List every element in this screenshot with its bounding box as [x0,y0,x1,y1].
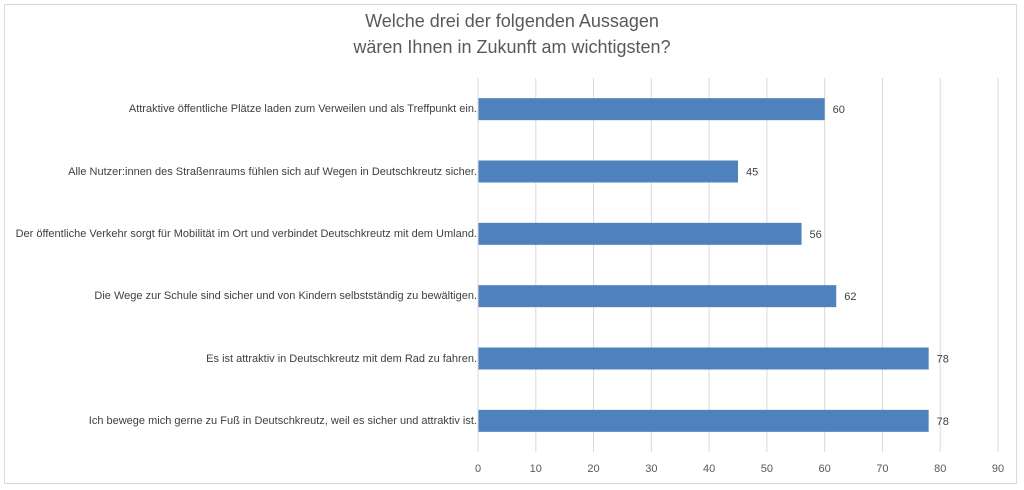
x-tick-label: 30 [645,463,657,475]
x-tick-label: 10 [530,463,542,475]
category-label: Alle Nutzer:innen des Straßenraums fühle… [68,165,477,178]
x-tick-label: 70 [876,463,888,475]
x-tick-label: 60 [819,463,831,475]
x-tick-label: 0 [475,463,481,475]
x-tick-label: 40 [703,463,715,475]
bar [478,347,929,370]
x-tick-label: 90 [992,463,1004,475]
bar [478,160,738,183]
data-label: 78 [937,416,949,428]
data-label: 78 [937,354,949,366]
chart-title-line-1: Welche drei der folgenden Aussagen [365,11,659,31]
x-tick-label: 80 [934,463,946,475]
x-tick-label: 20 [587,463,599,475]
chart-title-line-2: wären Ihnen in Zukunft am wichtigsten? [353,37,671,57]
bar [478,409,929,432]
bar [478,285,837,308]
category-label: Es ist attraktiv in Deutschkreutz mit de… [206,352,477,365]
bar [478,222,802,245]
category-label: Der öffentliche Verkehr sorgt für Mobili… [15,227,477,240]
data-label: 60 [833,104,845,116]
x-tick-label: 50 [761,463,773,475]
data-label: 56 [810,229,822,241]
data-label: 62 [844,291,856,303]
chart-title: Welche drei der folgenden Aussagen wären… [0,8,1024,60]
category-label: Die Wege zur Schule sind sicher und von … [94,290,477,303]
category-label: Ich bewege mich gerne zu Fuß in Deutschk… [88,414,477,427]
category-label: Attraktive öffentliche Plätze laden zum … [128,103,477,116]
bar [478,98,825,121]
data-label: 45 [746,167,758,179]
